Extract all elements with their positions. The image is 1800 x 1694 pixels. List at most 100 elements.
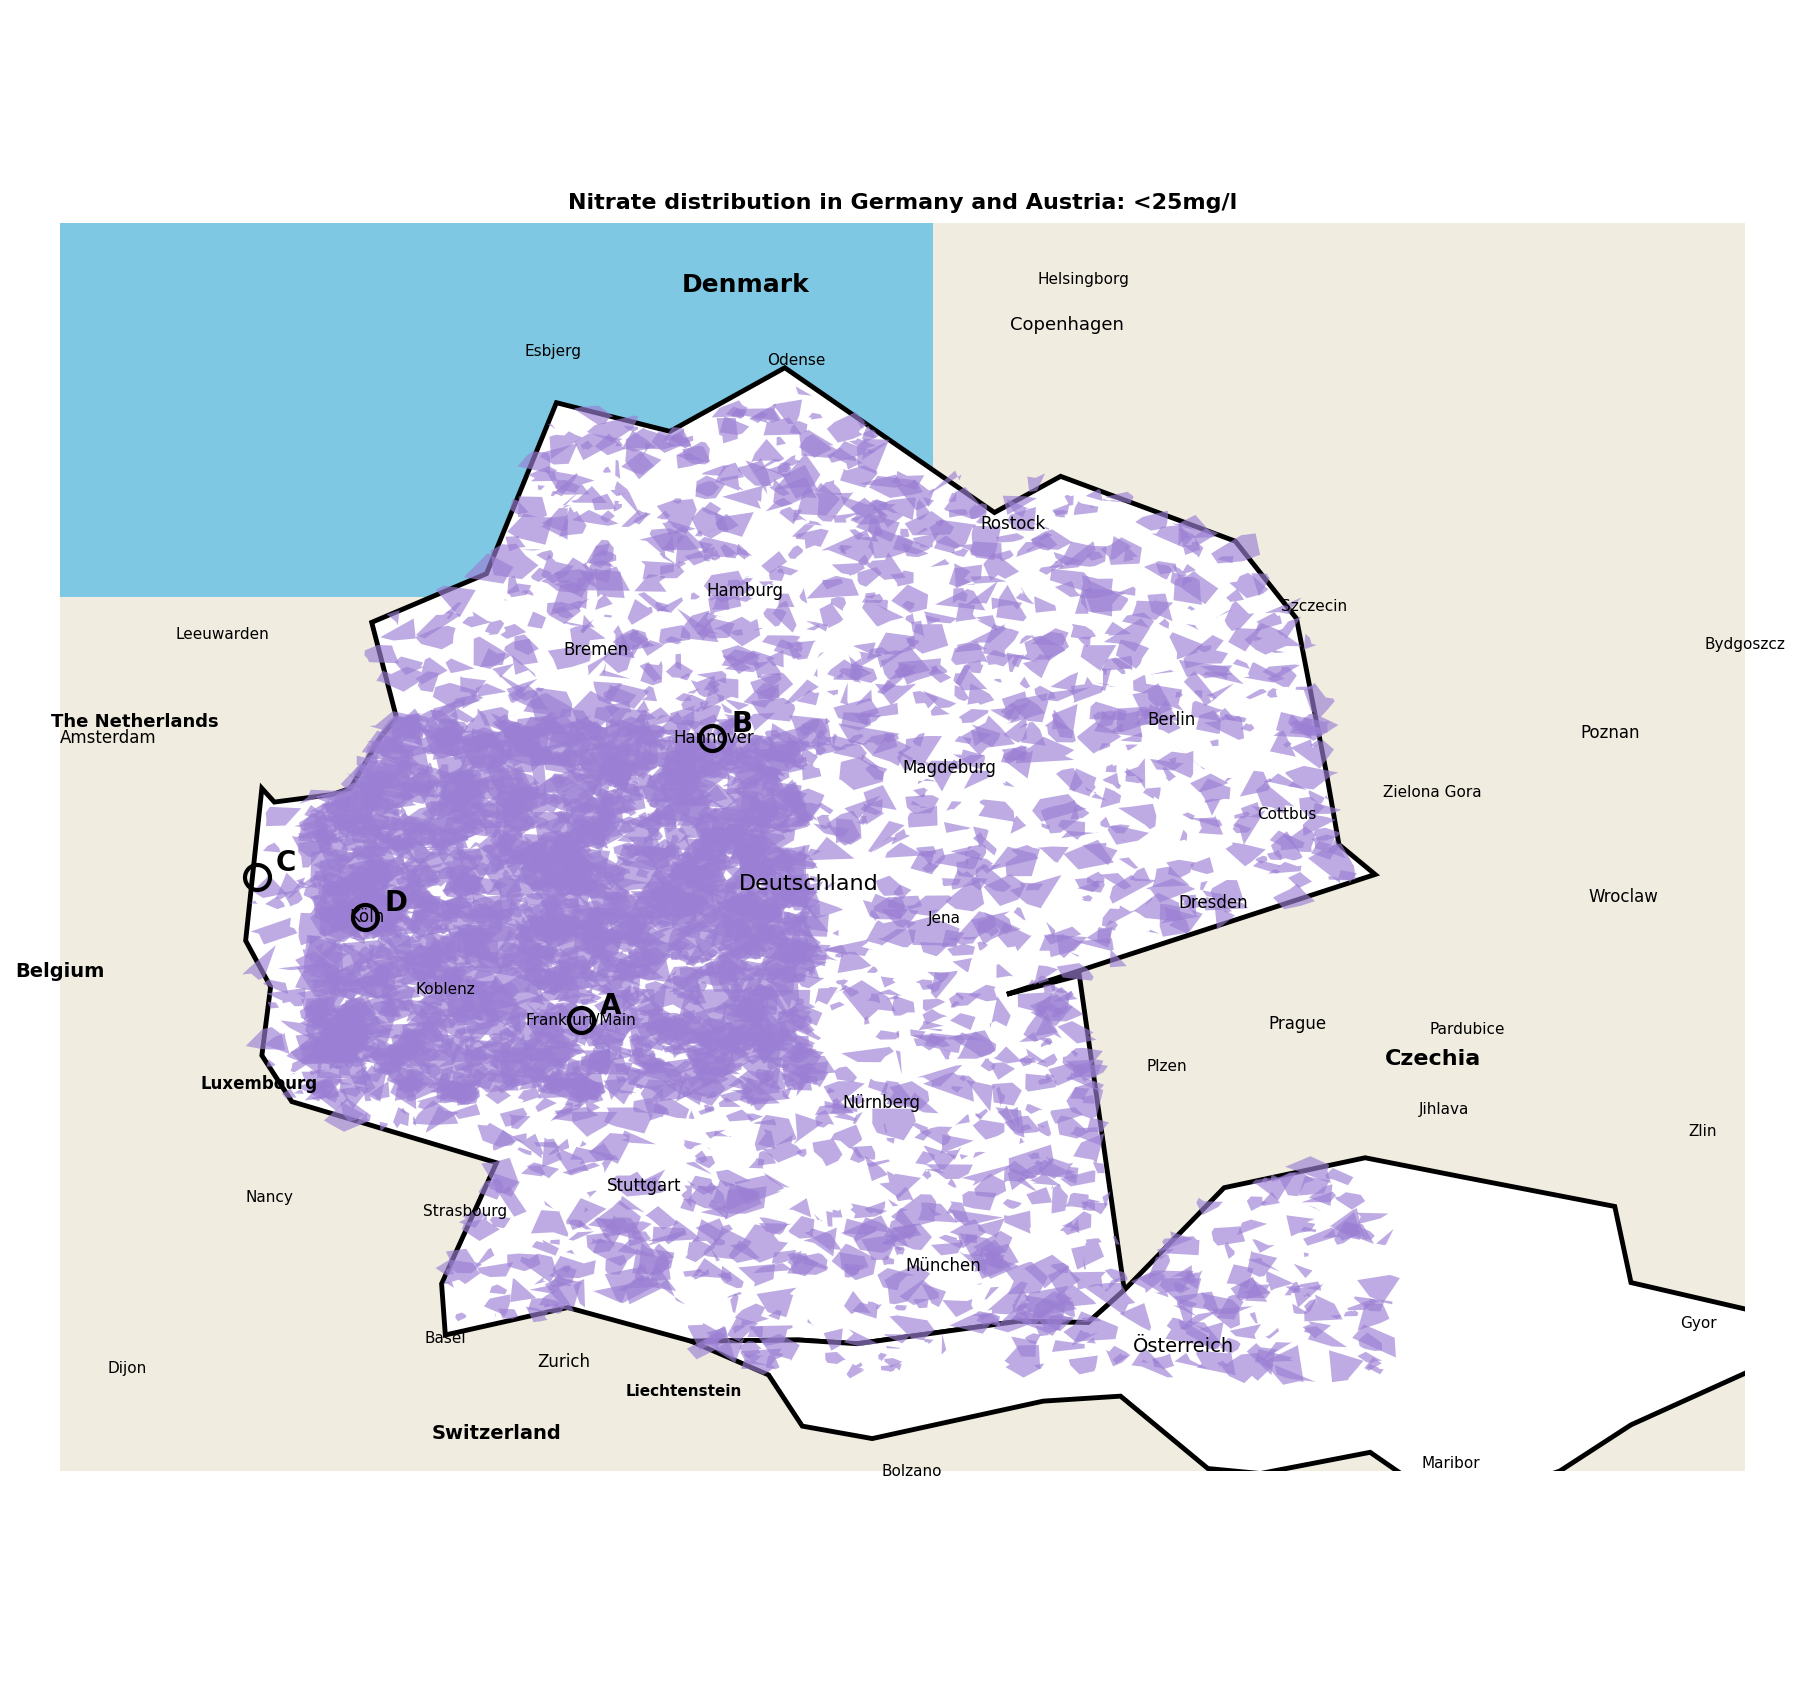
Polygon shape	[1021, 1057, 1037, 1064]
Polygon shape	[437, 718, 461, 734]
Polygon shape	[592, 879, 621, 891]
Polygon shape	[515, 918, 535, 942]
Polygon shape	[475, 1005, 500, 1016]
Polygon shape	[745, 461, 787, 495]
Polygon shape	[1031, 628, 1069, 645]
Polygon shape	[547, 713, 556, 734]
Polygon shape	[752, 832, 785, 859]
Polygon shape	[896, 1187, 914, 1201]
Polygon shape	[385, 915, 398, 935]
Polygon shape	[587, 1232, 623, 1254]
Polygon shape	[634, 766, 659, 778]
Polygon shape	[607, 735, 632, 761]
Polygon shape	[299, 884, 328, 889]
Polygon shape	[374, 969, 389, 979]
Polygon shape	[556, 754, 574, 772]
Polygon shape	[356, 1113, 371, 1123]
Polygon shape	[326, 803, 338, 810]
Polygon shape	[1116, 640, 1148, 669]
Polygon shape	[1080, 1201, 1109, 1215]
Polygon shape	[463, 612, 491, 627]
Polygon shape	[713, 1057, 724, 1064]
Polygon shape	[898, 659, 947, 684]
Polygon shape	[592, 742, 614, 759]
Polygon shape	[479, 706, 509, 732]
Polygon shape	[482, 750, 504, 774]
Polygon shape	[657, 920, 680, 928]
Polygon shape	[596, 928, 623, 949]
Polygon shape	[653, 798, 691, 822]
Polygon shape	[1247, 1250, 1278, 1277]
Polygon shape	[760, 1023, 785, 1040]
Polygon shape	[896, 479, 934, 510]
Polygon shape	[700, 849, 731, 869]
Polygon shape	[515, 684, 538, 701]
Polygon shape	[365, 730, 409, 759]
Polygon shape	[1039, 564, 1062, 574]
Polygon shape	[992, 598, 1022, 610]
Polygon shape	[1211, 534, 1260, 564]
Polygon shape	[616, 854, 630, 864]
Polygon shape	[702, 740, 716, 757]
Polygon shape	[448, 993, 491, 1020]
Polygon shape	[1105, 1276, 1123, 1293]
Polygon shape	[335, 1020, 367, 1037]
Polygon shape	[1125, 744, 1138, 750]
Polygon shape	[472, 893, 524, 915]
Polygon shape	[536, 747, 565, 767]
Polygon shape	[650, 891, 673, 905]
Polygon shape	[520, 911, 538, 925]
Polygon shape	[772, 1032, 797, 1047]
Polygon shape	[797, 689, 819, 705]
Polygon shape	[481, 991, 493, 1016]
Polygon shape	[1044, 927, 1082, 945]
Polygon shape	[319, 872, 353, 896]
Polygon shape	[560, 916, 594, 938]
Polygon shape	[918, 1021, 943, 1030]
Polygon shape	[1057, 933, 1082, 959]
Polygon shape	[1179, 894, 1195, 916]
Polygon shape	[1022, 654, 1051, 678]
Polygon shape	[1132, 1348, 1174, 1377]
Polygon shape	[792, 523, 815, 537]
Polygon shape	[439, 786, 473, 822]
Polygon shape	[412, 908, 455, 928]
Polygon shape	[520, 1165, 545, 1176]
Polygon shape	[1183, 571, 1219, 605]
Polygon shape	[950, 1086, 963, 1093]
Polygon shape	[752, 1264, 792, 1274]
Polygon shape	[401, 713, 430, 722]
Polygon shape	[475, 1071, 499, 1076]
Polygon shape	[675, 767, 709, 791]
Polygon shape	[1163, 767, 1175, 781]
Polygon shape	[679, 817, 709, 839]
Polygon shape	[571, 920, 594, 932]
Polygon shape	[626, 925, 666, 945]
Polygon shape	[886, 842, 925, 857]
Polygon shape	[722, 1001, 767, 1033]
Polygon shape	[641, 877, 677, 900]
Polygon shape	[729, 1225, 788, 1262]
Polygon shape	[936, 520, 945, 527]
Polygon shape	[580, 1025, 623, 1047]
Text: Szczecin: Szczecin	[1282, 598, 1346, 613]
Polygon shape	[922, 1282, 947, 1308]
Polygon shape	[722, 645, 760, 667]
Polygon shape	[761, 735, 774, 745]
Polygon shape	[1179, 515, 1215, 545]
Polygon shape	[551, 715, 589, 747]
Polygon shape	[887, 896, 922, 911]
Polygon shape	[918, 779, 938, 784]
Polygon shape	[650, 908, 680, 933]
Polygon shape	[929, 666, 952, 683]
Polygon shape	[731, 918, 794, 945]
Polygon shape	[360, 1060, 376, 1094]
Polygon shape	[495, 908, 529, 930]
Polygon shape	[405, 820, 446, 833]
Polygon shape	[470, 842, 479, 849]
Polygon shape	[540, 1027, 585, 1055]
Polygon shape	[686, 944, 706, 967]
Polygon shape	[464, 938, 490, 966]
Polygon shape	[1357, 1276, 1400, 1303]
Polygon shape	[475, 683, 506, 696]
